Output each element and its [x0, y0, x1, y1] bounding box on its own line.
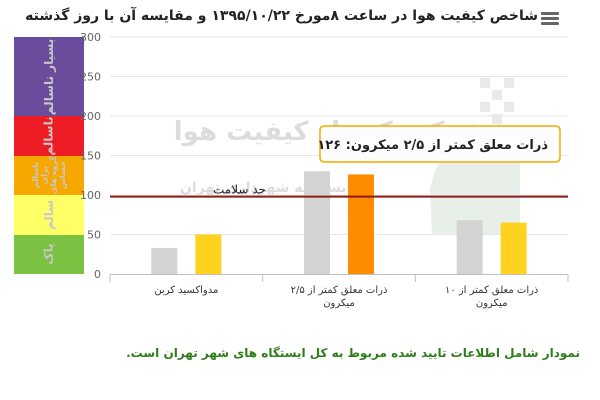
aqi-band-label: پاک	[42, 243, 56, 265]
bar	[348, 174, 374, 274]
aqi-band: پاک	[14, 234, 84, 274]
aqi-band: ناسالم برای گروه های حساس	[14, 155, 84, 195]
bar	[456, 220, 483, 274]
aqi-band-label: سالم	[41, 199, 56, 230]
watermark-square	[504, 102, 514, 112]
tooltip-text: ذرات معلق کمتر از ۲/۵ میکرون: ۱۲۶	[317, 138, 548, 153]
x-tick-label: ذرات معلق کمتر از ۲/۵ میکرون	[291, 285, 388, 309]
bar	[195, 234, 222, 274]
watermark-square	[504, 126, 514, 136]
y-tick-label: 0	[94, 268, 101, 281]
bars	[151, 171, 527, 274]
tooltip-box	[319, 125, 561, 163]
hamburger-menu-icon[interactable]	[541, 12, 559, 26]
aqi-band-label: ناسالم	[41, 116, 56, 156]
y-tick-label: 50	[87, 229, 101, 242]
watermark-logo	[480, 78, 514, 136]
watermark-square	[480, 126, 490, 136]
watermark-square	[504, 78, 514, 88]
health-threshold: حد سلامت	[110, 183, 568, 198]
tooltip: ذرات معلق کمتر از ۲/۵ میکرون: ۱۲۶	[317, 125, 561, 163]
aqi-band-label: بسیار ناسالم	[42, 38, 57, 115]
watermark-square	[480, 78, 490, 88]
watermark-square	[480, 102, 490, 112]
bar	[304, 171, 330, 274]
chart-title: شاخص کیفیت هوا در ساعت ۸مورخ ۱۳۹۵/۱۰/۲۲ …	[25, 8, 538, 24]
watermark-line2: وابسته به شهرداری تهران	[180, 180, 360, 196]
threshold-label: حد سلامت	[213, 183, 266, 197]
watermark-square	[492, 90, 502, 100]
x-tick-label: ذرات معلق کمتر از ۱۰ میکرون	[445, 285, 538, 309]
gridlines	[110, 36, 568, 235]
x-axis: مدواکسید کربن ذرات معلق کمتر از ۲/۵ میکرون…	[109, 274, 569, 309]
bar	[151, 247, 178, 274]
watermark-square	[492, 114, 502, 124]
aqi-band: سالم	[14, 195, 84, 235]
aqi-band: ناسالم	[14, 116, 84, 156]
watermark-line1: شرکت کنترل کیفیت هوا	[174, 117, 486, 147]
watermark: شرکت کنترل کیفیت هوا وابسته به شهرداری ته…	[174, 78, 520, 235]
aqi-band: بسیار ناسالم	[14, 37, 84, 116]
aqi-band-label: ناسالم برای گروه های حساس	[31, 156, 67, 195]
bar	[500, 222, 527, 274]
footer-note: نمودار شامل اطلاعات تایید شده مربوط به ک…	[126, 346, 580, 360]
watermark-leaf	[430, 133, 520, 235]
x-tick-label: مدواکسید کربن	[154, 285, 218, 296]
